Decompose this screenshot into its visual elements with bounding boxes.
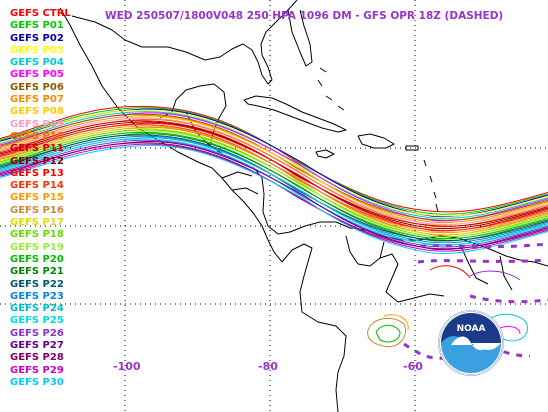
- ensemble-contour: [0, 109, 548, 217]
- legend-item: GEFS P17: [10, 217, 64, 229]
- legend-item: GEFS P01: [10, 20, 64, 32]
- legend-item: GEFS P20: [10, 253, 64, 265]
- ensemble-contour: [0, 105, 548, 213]
- legend-item: GEFS P10: [10, 130, 64, 142]
- south-america-pacific-coast: [281, 243, 347, 412]
- ensemble-contour: [0, 142, 548, 250]
- hispaniola: [357, 133, 395, 149]
- legend-item: GEFS P26: [10, 327, 64, 339]
- mexico-pacific-coast: [59, 7, 213, 169]
- ensemble-contour: [0, 135, 548, 244]
- ensemble-legend: GEFS CTRL GEFS P01 GEFS P02 GEFS P03 GEFS P0…: [10, 8, 71, 389]
- legend-item: GEFS P13: [10, 167, 64, 179]
- legend-item: GEFS P29: [10, 364, 64, 376]
- south-america-interior-borders: [345, 235, 513, 303]
- us-mexico-gulf-coast: [71, 0, 298, 85]
- legend-item: GEFS P24: [10, 303, 64, 315]
- legend-item: GEFS P08: [10, 106, 64, 118]
- legend-item: GEFS CTRL: [10, 8, 71, 19]
- legend-item: GEFS P22: [10, 278, 64, 290]
- ensemble-contour: [0, 121, 548, 229]
- legend-item: GEFS P07: [10, 94, 64, 106]
- ensemble-contour: [0, 128, 548, 236]
- gefs-ensemble-contours: [0, 105, 548, 255]
- lesser-antilles: [423, 159, 439, 213]
- legend-item: GEFS P09: [10, 118, 64, 130]
- ensemble-contour: [0, 113, 548, 221]
- legend-item: GEFS P14: [10, 180, 64, 192]
- legend-item: GEFS P28: [10, 352, 64, 364]
- puerto-rico: [405, 145, 419, 151]
- longitude-label: -60: [403, 360, 423, 373]
- legend-item: GEFS P27: [10, 340, 64, 352]
- ensemble-contour: [0, 120, 548, 227]
- legend-item: GEFS P23: [10, 290, 64, 302]
- legend-item: GEFS P12: [10, 155, 64, 167]
- ensemble-contour: [0, 124, 548, 231]
- ensemble-contour: [0, 125, 548, 234]
- central-america-caribbean-coast: [209, 145, 548, 267]
- legend-item: GEFS P15: [10, 192, 64, 204]
- legend-item: GEFS P18: [10, 229, 64, 241]
- ensemble-contour: [0, 111, 548, 219]
- noaa-logo-text: NOAA: [457, 324, 486, 334]
- legend-item: GEFS P25: [10, 315, 64, 327]
- ensemble-contour: [0, 112, 548, 222]
- chart-title: WED 250507/1800V048 250 HPA 1096 DM - GF…: [105, 10, 504, 22]
- legend-item: GEFS P06: [10, 81, 64, 93]
- bahamas: [317, 67, 345, 111]
- legend-item: GEFS P19: [10, 241, 64, 253]
- ensemble-contour: [0, 131, 548, 240]
- longitude-label: -80: [258, 360, 278, 373]
- legend-item: GEFS P05: [10, 69, 64, 81]
- florida: [287, 9, 313, 67]
- legend-item: GEFS P16: [10, 204, 64, 216]
- jamaica: [315, 149, 335, 159]
- ensemble-contour: [0, 144, 548, 255]
- cuba: [243, 95, 347, 133]
- ensemble-contour: [0, 138, 548, 246]
- ensemble-contour: [0, 116, 548, 226]
- legend-item: GEFS P11: [10, 143, 64, 155]
- legend-item: GEFS P04: [10, 57, 64, 69]
- legend-item: GEFS P30: [10, 376, 64, 388]
- legend-item: GEFS P02: [10, 32, 64, 44]
- central-america-pacific-coast: [211, 167, 283, 263]
- ensemble-contour: [0, 107, 548, 215]
- legend-item: GEFS P21: [10, 266, 64, 278]
- noaa-logo: NOAA: [438, 310, 504, 376]
- coastlines: [59, 0, 548, 412]
- ensemble-contour: [0, 134, 548, 242]
- legend-item: GEFS P03: [10, 44, 64, 56]
- ensemble-contour: [0, 117, 548, 225]
- longitude-label: -100: [113, 360, 141, 373]
